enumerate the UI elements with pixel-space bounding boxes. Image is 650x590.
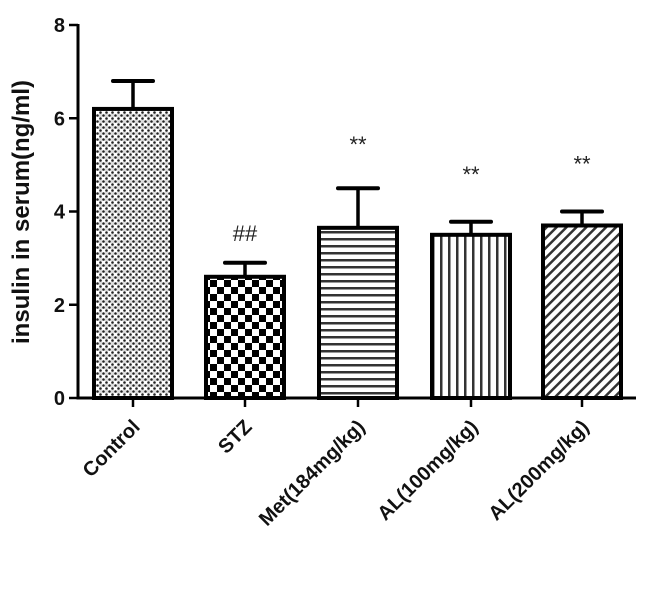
y-tick-label: 6 [54, 108, 65, 130]
y-axis-label: insulin in serum(ng/ml) [8, 80, 35, 344]
bar [204, 274, 286, 400]
y-tick-label: 0 [54, 388, 65, 410]
y-tick-label: 4 [54, 202, 66, 224]
x-category-label: AL(100mg/kg) [373, 416, 482, 525]
bar [430, 232, 512, 400]
bar [92, 106, 174, 401]
bar-group: ** [317, 132, 399, 400]
bars: ## ** ** ** [92, 78, 623, 401]
bar [541, 223, 623, 400]
bar [317, 225, 399, 400]
bar-group: ** [541, 152, 623, 400]
significance-marker: ** [349, 132, 367, 157]
significance-marker: ** [462, 162, 480, 187]
y-tick-label: 8 [54, 15, 65, 37]
bar-group [92, 78, 174, 401]
significance-marker: ## [233, 221, 258, 246]
significance-marker: ** [573, 152, 591, 177]
x-category-label: Control [79, 416, 145, 482]
bar-group: ** [430, 162, 512, 400]
bar-group: ## [204, 221, 286, 400]
y-tick-label: 2 [54, 295, 65, 317]
x-category-label: AL(200mg/kg) [484, 416, 593, 525]
x-category-label: STZ [214, 416, 256, 458]
x-category-label: Met(184mg/kg) [255, 416, 370, 531]
